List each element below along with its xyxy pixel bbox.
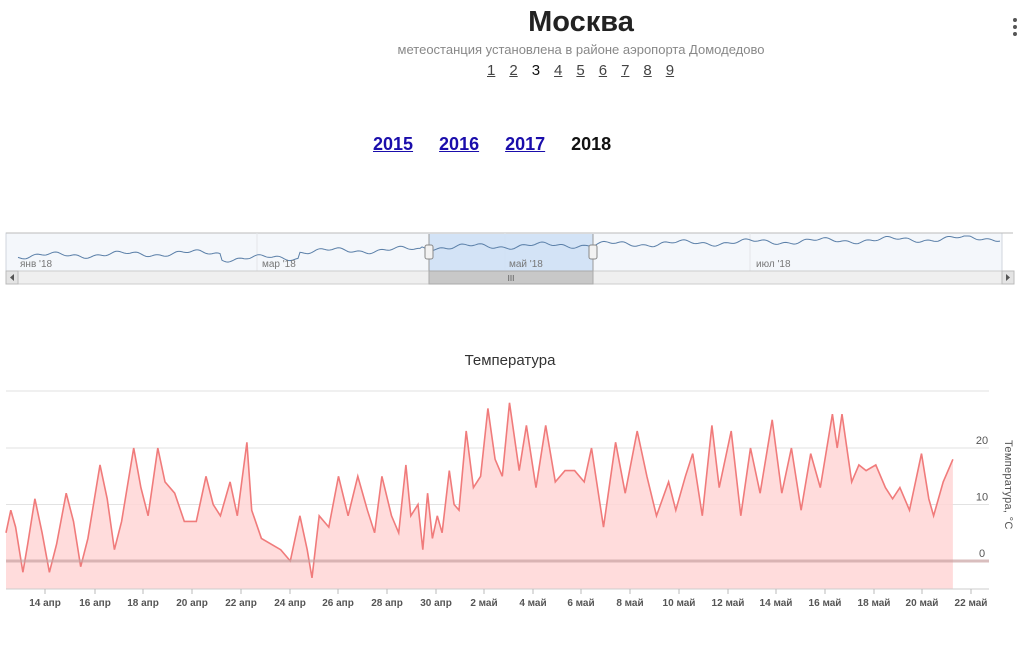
year-link-2017[interactable]: 2017	[505, 134, 546, 154]
x-tick-label: 30 апр	[420, 598, 452, 609]
navigator-right-handle[interactable]	[588, 244, 598, 260]
y-axis-label: Температура, °C	[1002, 440, 1014, 530]
x-tick-label: 10 май	[663, 598, 696, 609]
navigator-label: май '18	[509, 259, 543, 270]
city-title: Москва	[528, 6, 634, 38]
navigator-label: мар '18	[262, 259, 296, 270]
year-link-2015[interactable]: 2015	[373, 134, 414, 154]
x-tick-label: 16 май	[809, 598, 842, 609]
x-tick-label: 22 апр	[225, 598, 257, 609]
x-tick-label: 28 апр	[371, 598, 403, 609]
page-link-9[interactable]: 9	[665, 62, 675, 79]
x-tick-label: 8 май	[616, 598, 643, 609]
x-tick-label: 16 апр	[79, 598, 111, 609]
page-link-5[interactable]: 5	[576, 62, 585, 79]
x-tick-label: 4 май	[519, 598, 546, 609]
page-link-8[interactable]: 8	[643, 62, 652, 79]
series-area	[6, 402, 953, 589]
x-tick-label: 26 апр	[322, 598, 354, 609]
navigator-left-handle[interactable]	[424, 244, 434, 260]
menu-dots-icon[interactable]	[1013, 18, 1019, 39]
range-navigator[interactable]: янв '18 мар '18 май '18 июл '18 III	[0, 228, 1019, 288]
x-tick-label: 2 май	[470, 598, 497, 609]
x-tick-label: 12 май	[712, 598, 745, 609]
x-tick-label: 18 апр	[127, 598, 159, 609]
x-tick-label: 14 апр	[29, 598, 61, 609]
navigator-label: июл '18	[756, 259, 791, 270]
chart-title: Температура	[464, 352, 556, 369]
x-tick-label: 14 май	[760, 598, 793, 609]
station-subtitle: метеостанция установлена в районе аэропо…	[397, 42, 765, 57]
y-tick-label: 10	[976, 492, 988, 504]
y-tick-label: 20	[976, 435, 988, 447]
year-link-2016[interactable]: 2016	[439, 134, 480, 154]
page-link-4[interactable]: 4	[554, 62, 563, 79]
series-line	[5, 402, 954, 579]
navigator-series-line	[17, 235, 1001, 263]
year-link-2018[interactable]: 2018	[571, 134, 612, 154]
arrow-left-icon	[10, 274, 14, 281]
x-tick-label: 24 апр	[274, 598, 306, 609]
page-link-6[interactable]: 6	[598, 62, 608, 79]
y-tick-label: 0	[979, 548, 985, 560]
x-tick-label: 22 май	[955, 598, 988, 609]
year-links: 2015 2016 2017 2018	[360, 134, 624, 155]
page-link-1[interactable]: 1	[487, 62, 496, 79]
temperature-chart: 0 10 20 14 апр 16 апр 18 апр 20 апр 22 апр 24 ап…	[5, 390, 989, 609]
page-link-7[interactable]: 7	[621, 62, 630, 79]
x-tick-label: 20 апр	[176, 598, 208, 609]
arrow-right-icon	[1006, 274, 1010, 281]
navigator-scrollbar-grip: III	[508, 274, 515, 283]
page-link-3[interactable]: 3	[531, 62, 541, 79]
navigator-scrollbar-thumb[interactable]	[428, 270, 594, 285]
navigator-selection[interactable]	[429, 234, 593, 271]
x-tick-label: 18 май	[858, 598, 891, 609]
x-tick-label: 20 май	[906, 598, 939, 609]
page-link-2[interactable]: 2	[509, 62, 518, 79]
x-tick-label: 6 май	[567, 598, 594, 609]
navigator-label: янв '18	[20, 259, 52, 270]
